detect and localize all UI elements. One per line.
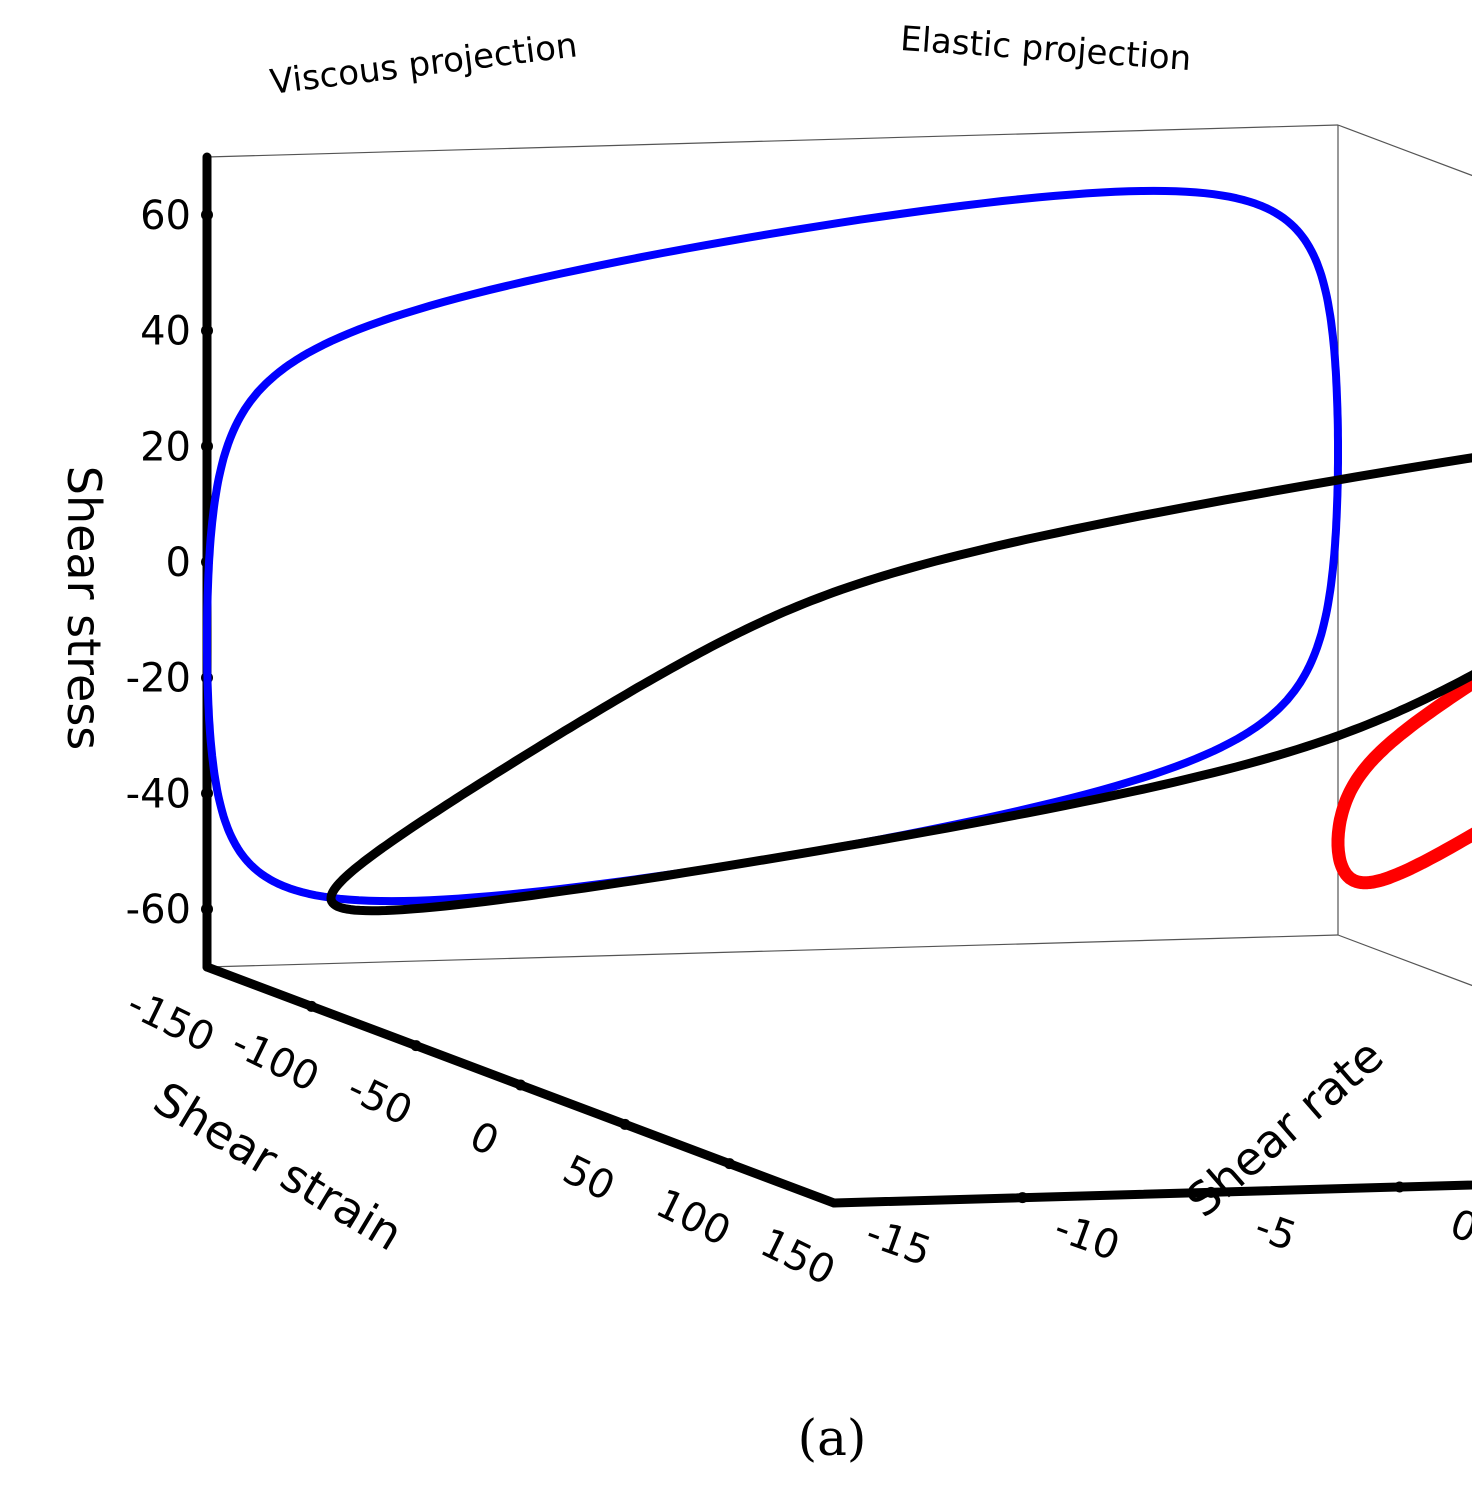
- stress-tick-label: 20: [140, 424, 191, 470]
- rate-axis-title: Shear rate: [1176, 1028, 1394, 1227]
- stress-tick-mark: [201, 440, 213, 453]
- strain-tick-label: 100: [649, 1181, 738, 1256]
- strain-tick-label: -100: [224, 1020, 326, 1101]
- viscous-projection-label: Viscous projection: [268, 25, 580, 102]
- rate-tick-mark: [1394, 1181, 1405, 1193]
- elastic-projection-curve: [1331, 675, 1472, 890]
- stress-tick-label: 0: [166, 540, 191, 586]
- box-frame: [206, 124, 1472, 987]
- rate-tick-label: -10: [1048, 1205, 1125, 1271]
- stress-tick-mark: [201, 324, 213, 337]
- labels: Viscous projection Elastic projection Sh…: [57, 19, 1393, 1467]
- right-floor-edge: [1337, 934, 1472, 987]
- stress-tick-label: -40: [126, 771, 191, 817]
- lissajous-3d-curve: [326, 453, 1472, 916]
- elastic-projection-label: Elastic projection: [899, 19, 1193, 79]
- rate-tick-label: 0: [1444, 1201, 1472, 1253]
- strain-tick-label: -50: [340, 1065, 419, 1135]
- rate-tick-label: -5: [1249, 1204, 1302, 1261]
- rate-tick-mark: [1205, 1186, 1217, 1198]
- curves: [203, 186, 1472, 916]
- strain-tick-label: 0: [463, 1113, 506, 1166]
- rate-tick-label: -15: [860, 1210, 937, 1276]
- strain-tick-mark: [724, 1158, 735, 1170]
- strain-tick-mark: [306, 1000, 317, 1012]
- strain-tick-label: 150: [753, 1220, 842, 1295]
- stress-tick-label: 40: [140, 309, 191, 355]
- left-floor-edge: [206, 934, 1339, 968]
- stress-axis-title: Shear stress: [57, 466, 111, 751]
- strain-tick-mark: [619, 1118, 631, 1130]
- stress-tick-mark: [201, 208, 213, 221]
- left-top-edge: [206, 124, 1339, 158]
- figure-caption: (a): [798, 1409, 867, 1467]
- rate-tick-mark: [1017, 1192, 1028, 1204]
- stress-tick-label: 60: [140, 193, 191, 239]
- stress-tick-label: -20: [126, 656, 191, 702]
- stress-tick-mark: [201, 787, 213, 800]
- right-top-edge: [1337, 124, 1472, 177]
- strain-tick-label: -150: [120, 981, 222, 1062]
- stress-tick-label: -60: [126, 887, 191, 933]
- strain-tick-label: 50: [556, 1147, 622, 1211]
- strain-tick-mark: [515, 1079, 526, 1091]
- strain-tick-mark: [410, 1040, 422, 1052]
- stress-tick-mark: [201, 903, 213, 916]
- rate-axis-line: [829, 1180, 1472, 1208]
- viscous-projection-curve: [203, 186, 1342, 906]
